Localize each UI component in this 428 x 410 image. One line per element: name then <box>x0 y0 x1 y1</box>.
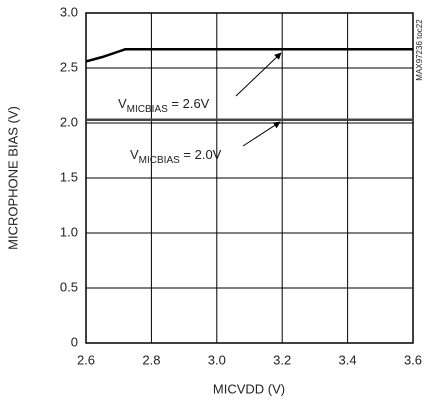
y-tick-label: 3.0 <box>60 4 78 19</box>
y-tick-label: 0.5 <box>60 279 78 294</box>
x-tick-label: 2.8 <box>142 352 160 367</box>
annotation-subscript: MICBIAS <box>127 104 168 115</box>
x-tick-label: 3.6 <box>404 352 422 367</box>
annotation: VMICBIAS = 2.6V <box>118 96 210 114</box>
annotation-suffix: = 2.6V <box>168 96 210 111</box>
y-tick-label: 1.5 <box>60 169 78 184</box>
annotation-text: V <box>130 147 139 162</box>
plot-frame <box>85 12 414 344</box>
annotation-arrow <box>242 121 281 147</box>
line-series <box>85 48 413 63</box>
y-tick-label: 2.5 <box>60 59 78 74</box>
x-axis-label: MICVDD (V) <box>213 381 285 396</box>
x-tick-label: 2.6 <box>77 352 95 367</box>
y-axis-label: MICROPHONE BIAS (V) <box>5 106 20 250</box>
annotation-suffix: = 2.0V <box>180 147 222 162</box>
y-tick-label: 2.0 <box>60 114 78 129</box>
x-tick-label: 3.4 <box>339 352 357 367</box>
x-tick-label: 3.2 <box>273 352 291 367</box>
annotation: VMICBIAS = 2.0V <box>130 147 222 165</box>
side-note: MAX97236 toc22 <box>415 19 424 81</box>
annotation-text: V <box>118 96 127 111</box>
y-tick-label: 1.0 <box>60 224 78 239</box>
annotation-arrow <box>235 52 282 97</box>
y-tick-label: 0 <box>71 334 78 349</box>
x-tick-label: 3.0 <box>208 352 226 367</box>
annotation-subscript: MICBIAS <box>139 155 180 166</box>
